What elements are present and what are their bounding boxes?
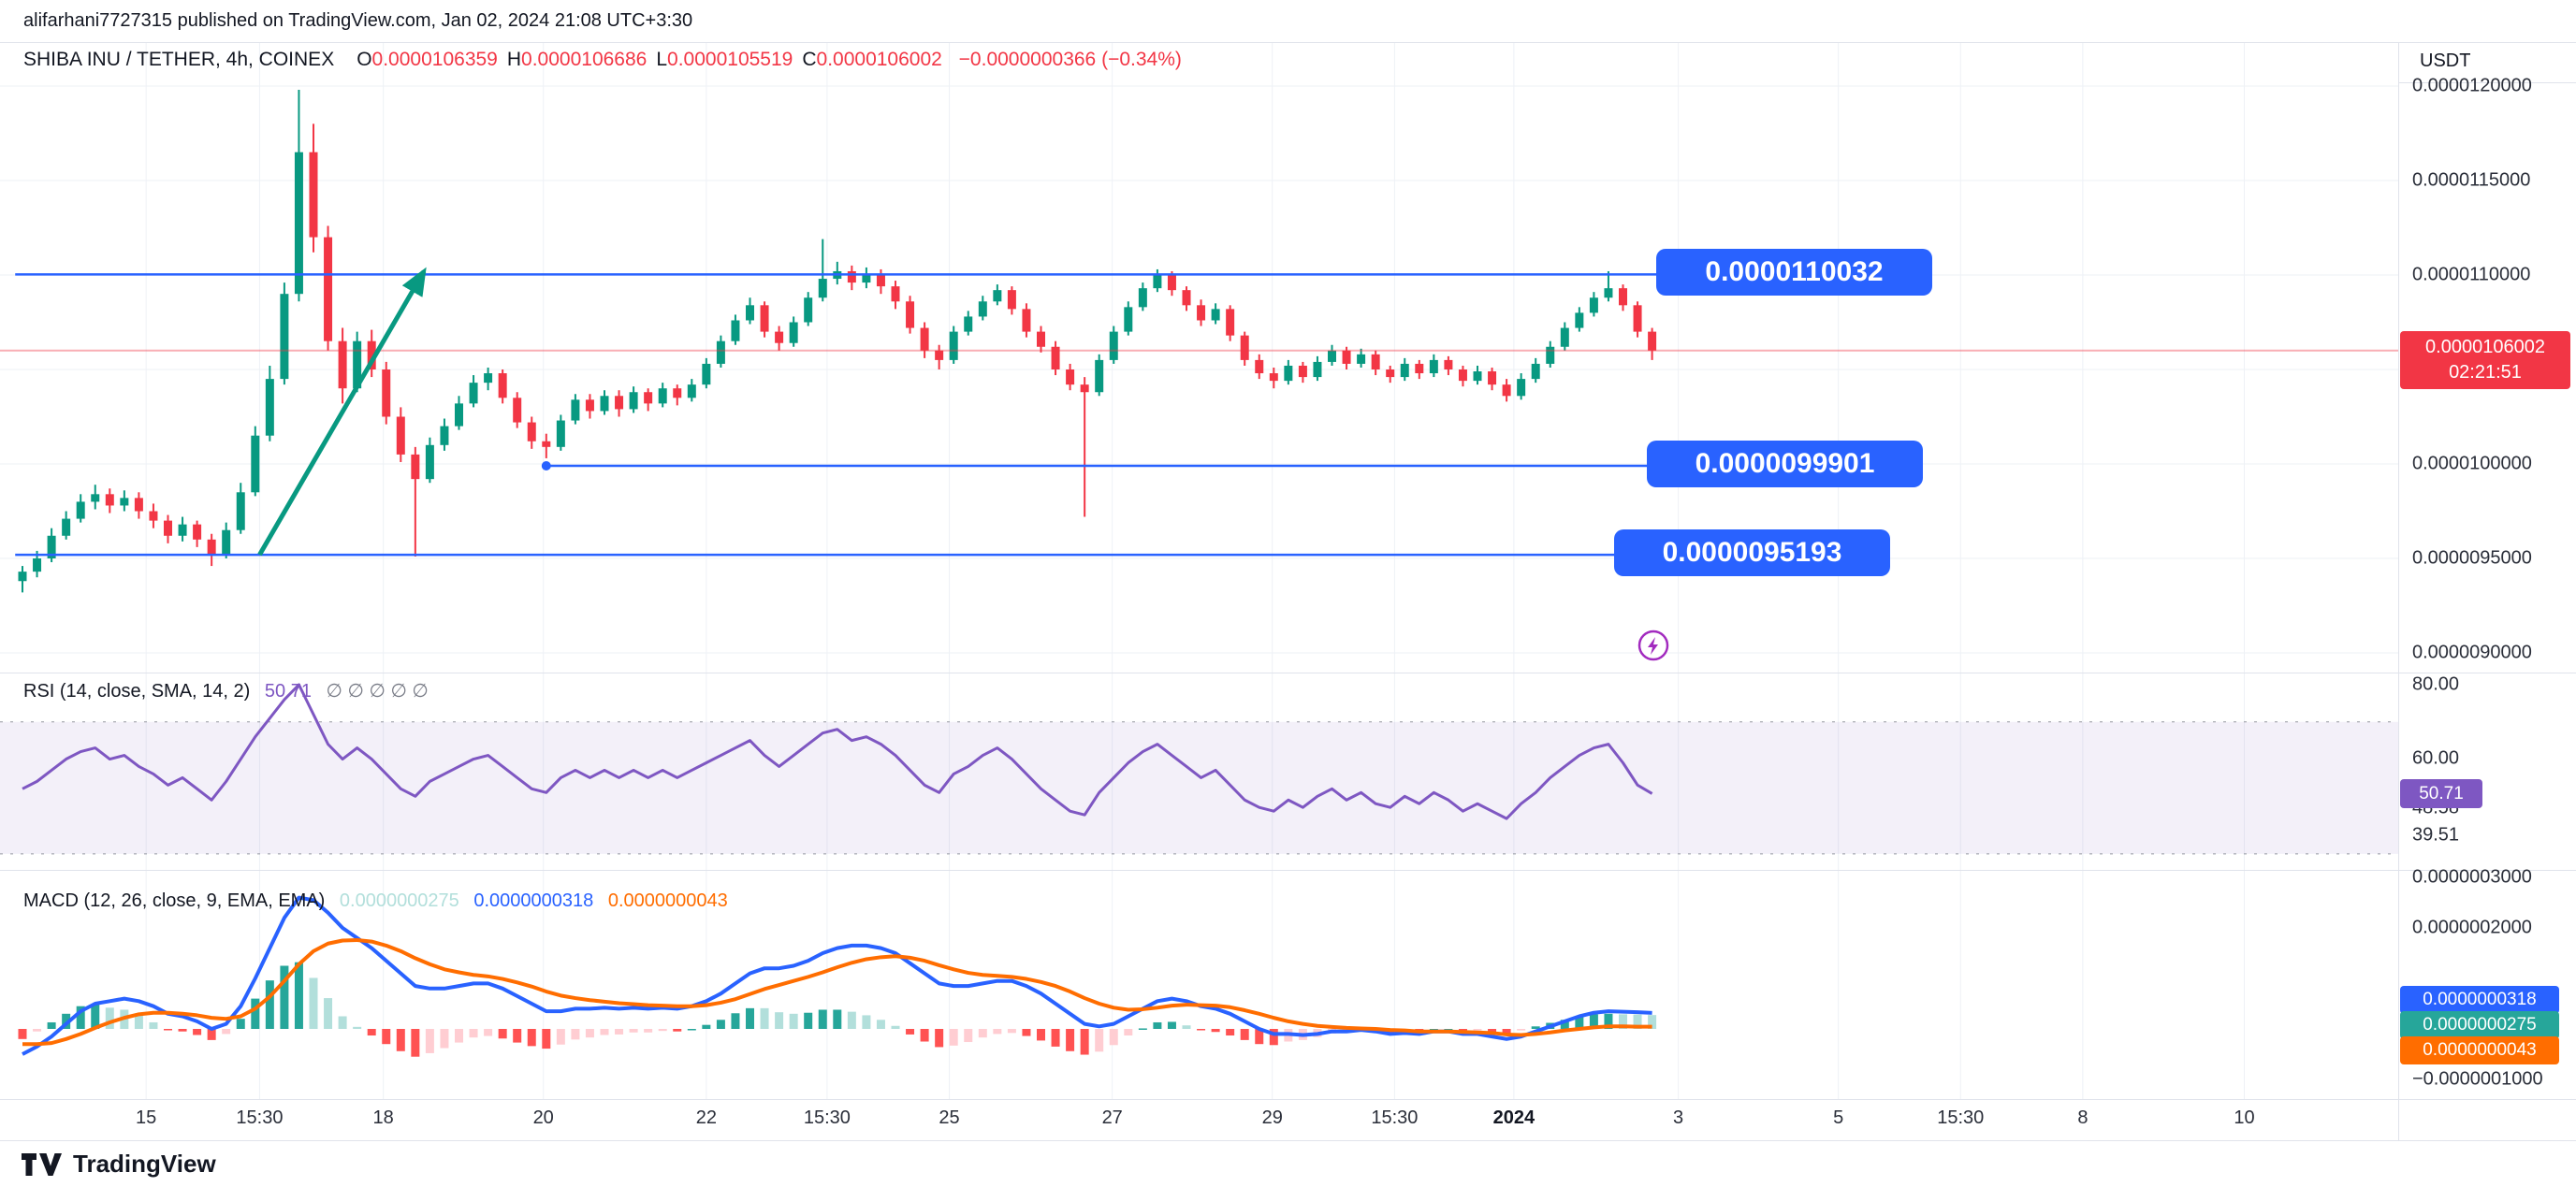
close-value: 0.0000106002 [816, 49, 942, 70]
grid-macd [145, 870, 2245, 1099]
close-label: C [802, 49, 817, 70]
time-axis-label: 20 [532, 1107, 554, 1128]
time-axis-label: 29 [1261, 1107, 1283, 1128]
price-pane[interactable] [0, 43, 2398, 673]
time-axis-separator [0, 1099, 2576, 1100]
time-axis-label: 22 [695, 1107, 717, 1128]
price-axis-label: 0.0000110000 [2412, 264, 2531, 285]
macd-line [22, 895, 1652, 1056]
macd-hist-value: 0.0000000275 [339, 890, 459, 911]
low-label: L [656, 49, 668, 70]
price-axis-separator [2398, 43, 2399, 1140]
time-axis-label: 8 [2077, 1107, 2088, 1128]
time-axis-label: 10 [2234, 1107, 2255, 1128]
rsi-axis-label: 60.00 [2412, 747, 2460, 769]
rsi-pane[interactable] [0, 673, 2398, 870]
change-value: −0.0000000366 (−0.34%) [958, 49, 1182, 70]
time-axis-label: 2024 [1492, 1107, 1535, 1128]
rsi-empty-values: ∅ ∅ ∅ ∅ ∅ [326, 681, 429, 702]
rsi-band [0, 721, 2398, 854]
rsi-header: RSI (14, close, SMA, 14, 2) 50.71 ∅ ∅ ∅ … [23, 679, 429, 702]
candles [18, 90, 1657, 593]
macd-title[interactable]: MACD (12, 26, close, 9, EMA, EMA) [23, 890, 326, 911]
symbol-header: SHIBA INU / TETHER, 4h, COINEX O0.0000106… [23, 49, 1182, 71]
macd-value-label: 0.0000000275 [2400, 1011, 2559, 1039]
time-axis-label: 15:30 [1937, 1107, 1985, 1128]
macd-histogram [18, 962, 1657, 1057]
ray-anchor-dot[interactable] [541, 460, 551, 470]
macd-axis-label: −0.0000001000 [2412, 1068, 2543, 1090]
time-axis-label: 15 [136, 1107, 157, 1128]
footer-bar: TradingView [0, 1141, 2576, 1187]
tradingview-logo-text[interactable]: TradingView [73, 1150, 216, 1178]
price-axis-label: 0.0000100000 [2412, 453, 2532, 474]
last-price-countdown: 02:21:51 [2449, 362, 2522, 383]
trend-arrow[interactable] [257, 267, 427, 557]
price-axis-label: 0.0000120000 [2412, 75, 2532, 96]
time-axis-label: 3 [1673, 1107, 1684, 1128]
time-axis-label: 15:30 [803, 1107, 851, 1128]
last-price-label[interactable]: 0.0000106002 02:21:51 [2400, 331, 2570, 389]
grid-rsi [145, 673, 2245, 870]
macd-signal-line [22, 937, 1652, 1047]
macd-line-value: 0.0000000318 [473, 890, 594, 911]
time-axis-label: 18 [372, 1107, 394, 1128]
open-label: O [357, 49, 372, 70]
grid-main [0, 43, 2398, 673]
macd-value-label: 0.0000000043 [2400, 1036, 2559, 1064]
pane-separator-macd[interactable] [0, 870, 2576, 871]
macd-pane[interactable] [0, 870, 2398, 1099]
publish-bar: alifarhani7727315 published on TradingVi… [0, 0, 2576, 43]
axis-header-divider [2398, 82, 2576, 83]
quote-currency-label[interactable]: USDT [2420, 51, 2471, 71]
price-axis-label: 0.0000115000 [2412, 169, 2531, 191]
open-value: 0.0000106359 [371, 49, 498, 70]
time-axis-label: 5 [1833, 1107, 1844, 1128]
rsi-value-label: 50.71 [2400, 779, 2482, 808]
high-value: 0.0000106686 [521, 49, 648, 70]
tradingview-logo-icon[interactable] [21, 1152, 62, 1177]
time-axis-label: 27 [1101, 1107, 1123, 1128]
rsi-axis-label: 80.00 [2412, 673, 2460, 695]
publish-info: alifarhani7727315 published on TradingVi… [23, 10, 693, 31]
macd-signal-value: 0.0000000043 [607, 890, 728, 911]
symbol-title[interactable]: SHIBA INU / TETHER, 4h, COINEX [23, 49, 335, 70]
time-axis-label: 15:30 [236, 1107, 284, 1128]
rsi-line [22, 683, 1653, 820]
time-axis-label: 15:30 [1371, 1107, 1419, 1128]
last-price-value: 0.0000106002 [2425, 337, 2545, 357]
macd-value-label: 0.0000000318 [2400, 986, 2559, 1014]
price-axis-label: 0.0000095000 [2412, 547, 2532, 569]
lightning-icon[interactable] [1636, 628, 1671, 668]
footer-separator [0, 1140, 2576, 1141]
rsi-value: 50.71 [264, 681, 312, 702]
rsi-title[interactable]: RSI (14, close, SMA, 14, 2) [23, 681, 251, 702]
rsi-axis-label: 39.51 [2412, 824, 2460, 846]
macd-header: MACD (12, 26, close, 9, EMA, EMA) 0.0000… [23, 890, 728, 912]
price-axis-label: 0.0000090000 [2412, 642, 2532, 663]
time-axis-label: 25 [939, 1107, 960, 1128]
macd-axis-label: 0.0000002000 [2412, 917, 2532, 938]
low-value: 0.0000105519 [667, 49, 793, 70]
high-label: H [506, 49, 522, 70]
